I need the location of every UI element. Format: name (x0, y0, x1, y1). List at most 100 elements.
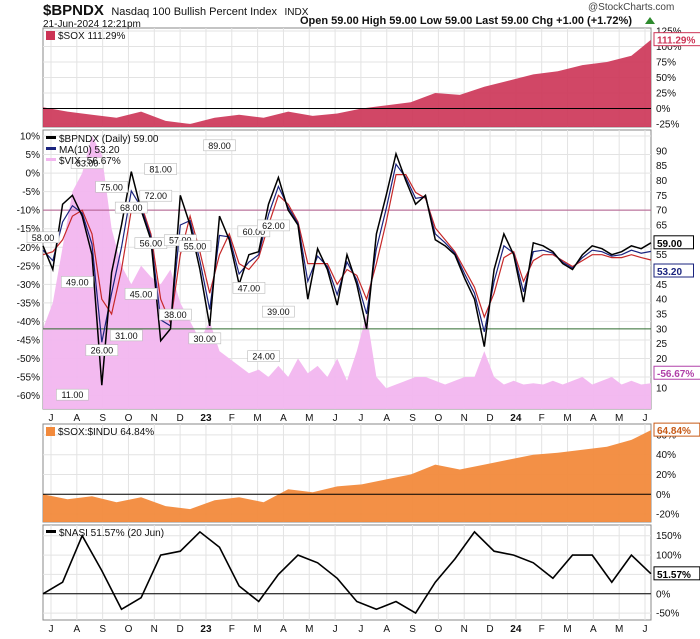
bpndx-annotation: 39.00 (267, 307, 290, 317)
bpndx-annotation-box (159, 308, 192, 321)
x-axis-label-top: M (253, 413, 261, 424)
x-axis-label-top: M (305, 413, 313, 424)
bpndx-annotation-box (262, 305, 295, 318)
x-axis-label-bottom: S (409, 624, 416, 635)
bpndx-annotation-box (144, 163, 177, 175)
x-axis-label-top: O (435, 413, 443, 424)
symbol-title: $BPNDX Nasdaq 100 Bullish Percent Index … (43, 2, 308, 20)
bpndx-annotation: 62.00 (262, 221, 285, 231)
x-axis-label-top: M (563, 413, 571, 424)
bpndx-annotation-box (257, 219, 290, 232)
soxindu-legend-swatch (46, 427, 55, 436)
sox-tick-label: 75% (656, 58, 676, 69)
sox-last-value-box (653, 32, 700, 47)
bpndx-legend-1: MA(10) 53.20 (59, 145, 120, 156)
x-axis-label-top: D (486, 413, 493, 424)
bpndx-right-tick: 75 (656, 191, 668, 202)
x-axis-label-top: A (73, 413, 80, 424)
bpndx-annotation-box (26, 231, 60, 244)
bpndx-right-tick: 45 (656, 280, 668, 291)
bpndx-right-tick: 30 (656, 324, 668, 335)
bpndx-left-tick: -45% (17, 335, 40, 346)
x-axis-label-top: S (99, 413, 106, 424)
bpndx-annotation: 26.00 (91, 346, 114, 356)
nasi-legend-swatch (46, 530, 56, 533)
bpndx-annotation: 75.00 (100, 182, 123, 192)
bpndx-annotation-box (178, 240, 212, 252)
bpndx-legend-swatch-2 (46, 158, 56, 161)
x-axis-label-top: N (151, 413, 158, 424)
bpndx-annotation-box (124, 288, 158, 300)
x-axis-label-bottom: F (539, 624, 545, 635)
x-axis-label-bottom: N (151, 624, 158, 635)
bpndx-annotation: 68.00 (120, 203, 143, 213)
bpndx-annotation-box (70, 157, 104, 169)
bpndx-right-tick: 65 (656, 221, 668, 232)
bpndx-annotation-box (237, 225, 271, 238)
x-axis-label-top: J (643, 413, 648, 424)
bpndx-annotation-box (56, 388, 89, 401)
bpndx-annotation: 58.00 (32, 233, 55, 243)
sox-tick-label: 50% (656, 73, 676, 84)
bpndx-left-tick: 5% (26, 150, 41, 161)
bpndx-left-tick: -25% (17, 261, 40, 272)
bpndx-legend-0: $BPNDX (Daily) 59.00 (59, 134, 159, 145)
soxindu-tick-label: 40% (656, 450, 676, 461)
nasi-tick-label: -50% (656, 609, 679, 620)
x-axis-label-top: M (615, 413, 623, 424)
vix-last-value-box (653, 365, 700, 380)
bpndx-annotation: 38.00 (164, 310, 187, 320)
vix-last-value: -56.67% (657, 369, 694, 380)
ma-last-value: 53.20 (657, 267, 682, 278)
x-axis-label-bottom: A (590, 624, 597, 635)
x-axis-label-bottom: F (229, 624, 235, 635)
bpndx-annotation-box (85, 344, 119, 357)
sox-tick-label: -25% (656, 120, 679, 131)
sox-tick-label: 0% (656, 104, 671, 115)
ma-last-value-box (653, 263, 694, 278)
change-up-icon (645, 17, 655, 24)
bpndx-annotation: 49.00 (66, 277, 89, 287)
bpndx-annotation: 31.00 (115, 331, 138, 341)
soxindu-tick-label: 0% (656, 490, 671, 501)
x-axis-label-bottom: A (73, 624, 80, 635)
bpndx-left-tick: -35% (17, 298, 40, 309)
sox-tick-label: 125% (656, 27, 682, 38)
bpndx-right-tick: 25 (656, 339, 668, 350)
bpndx-right-tick: 20 (656, 354, 668, 365)
soxindu-legend: $SOX:$INDU 64.84% (58, 427, 154, 438)
sox-legend-swatch (46, 31, 55, 40)
bpndx-left-tick: -15% (17, 224, 40, 235)
x-axis-label-top: 24 (510, 413, 522, 424)
bpndx-annotation-box (188, 332, 222, 345)
sox-tick-label: 25% (656, 89, 676, 100)
x-axis-label-bottom: M (563, 624, 571, 635)
symbol: $BPNDX (43, 2, 104, 19)
bpndx-last-value-box (653, 235, 694, 250)
bpndx-left-tick: -5% (22, 187, 40, 198)
x-axis-label-top: A (280, 413, 287, 424)
panel-content: 125%100%75%50%25%0%-25%$SOX 111.29% 111.2… (17, 17, 700, 635)
bpndx-left-tick: 10% (20, 132, 40, 143)
bpndx-right-tick: 40 (656, 295, 668, 306)
soxindu-tick-label: -20% (656, 510, 679, 521)
bpndx-right-tick: 70 (656, 206, 668, 217)
bpndx-annotation: 24.00 (252, 352, 275, 362)
ma-red-line (42, 174, 652, 326)
x-axis-label-bottom: 23 (200, 624, 212, 635)
bpndx-annotation: 83.00 (76, 159, 99, 169)
bpndx-last-value: 59.00 (657, 239, 682, 250)
soxindu-area (43, 430, 651, 522)
nasi-tick-label: 100% (656, 551, 682, 562)
x-axis-label-top: S (409, 413, 416, 424)
bpndx-left-tick: -10% (17, 206, 40, 217)
soxindu-last-value: 64.84% (657, 426, 691, 437)
bpndx-annotation: 72.00 (145, 191, 168, 201)
bpndx-annotation-box (247, 350, 280, 362)
nasi-last-value: 51.57% (657, 570, 691, 581)
x-axis-label-top: J (49, 413, 54, 424)
bpndx-left-tick: -60% (17, 391, 40, 402)
bpndx-annotation-box (61, 276, 94, 288)
x-axis-label-bottom: J (333, 624, 338, 635)
bpndx-left-tick: -50% (17, 354, 40, 365)
